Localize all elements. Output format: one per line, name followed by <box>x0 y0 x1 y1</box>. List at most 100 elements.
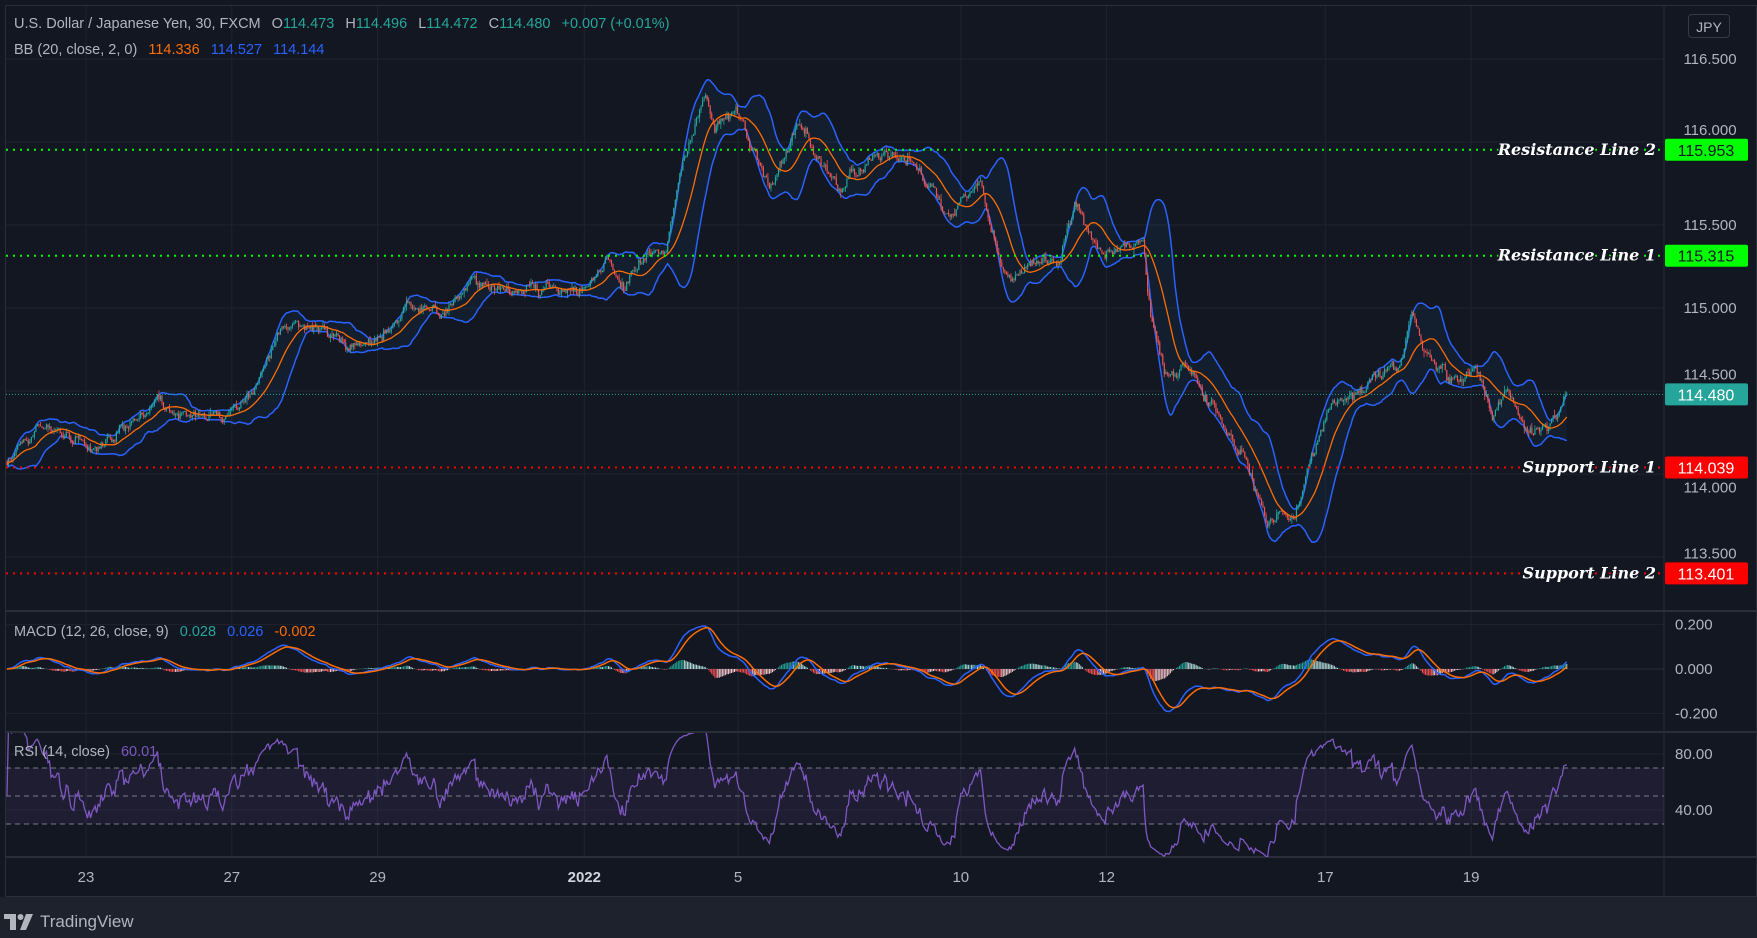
candle[interactable] <box>676 189 678 201</box>
candle[interactable] <box>884 148 886 157</box>
candle[interactable] <box>1491 410 1493 421</box>
candle[interactable] <box>1025 265 1027 270</box>
candle[interactable] <box>931 183 933 187</box>
candle[interactable] <box>1421 339 1424 352</box>
candle[interactable] <box>662 249 664 256</box>
candle[interactable] <box>311 322 313 332</box>
candle[interactable] <box>708 97 710 107</box>
candle[interactable] <box>914 163 916 166</box>
bb-basis-line[interactable] <box>6 113 1568 519</box>
candle[interactable] <box>831 173 833 182</box>
candle[interactable] <box>351 343 353 350</box>
candle[interactable] <box>1089 230 1091 233</box>
candle[interactable] <box>1061 244 1064 263</box>
candle[interactable] <box>1197 375 1199 384</box>
candle[interactable] <box>1216 408 1219 414</box>
candle[interactable] <box>357 341 359 347</box>
candle[interactable] <box>1355 392 1357 395</box>
candle[interactable] <box>1256 488 1258 496</box>
candle[interactable] <box>653 248 655 255</box>
candle[interactable] <box>1206 394 1208 406</box>
candle[interactable] <box>647 248 649 258</box>
candle[interactable] <box>670 221 672 235</box>
rsi-line[interactable] <box>6 726 1568 857</box>
candle[interactable] <box>370 339 373 347</box>
candle[interactable] <box>94 445 96 452</box>
candle[interactable] <box>418 307 420 314</box>
tradingview-logo[interactable]: TradingView <box>4 912 134 932</box>
candle[interactable] <box>276 332 278 342</box>
candle[interactable] <box>785 148 787 162</box>
candle[interactable] <box>15 447 17 457</box>
candle[interactable] <box>263 365 265 372</box>
candle[interactable] <box>1444 362 1446 371</box>
candle[interactable] <box>656 249 658 251</box>
candle[interactable] <box>1277 511 1279 520</box>
candle[interactable] <box>765 174 767 178</box>
candle[interactable] <box>1271 517 1273 523</box>
candle[interactable] <box>247 390 250 401</box>
candle[interactable] <box>680 169 682 177</box>
candle[interactable] <box>1499 398 1501 406</box>
candle[interactable] <box>1260 498 1263 506</box>
candle[interactable] <box>231 406 233 412</box>
candle[interactable] <box>1423 348 1425 358</box>
candle[interactable] <box>184 410 186 412</box>
candle[interactable] <box>1525 426 1527 432</box>
candle[interactable] <box>1137 239 1140 245</box>
candle[interactable] <box>808 131 810 139</box>
candle[interactable] <box>705 92 707 99</box>
candle[interactable] <box>331 330 333 338</box>
candle[interactable] <box>428 308 430 312</box>
candle[interactable] <box>144 414 146 419</box>
candle[interactable] <box>1438 365 1440 374</box>
candle[interactable] <box>1531 423 1533 435</box>
candle[interactable] <box>733 110 736 115</box>
candle[interactable] <box>495 288 497 292</box>
candle[interactable] <box>744 120 746 132</box>
candle[interactable] <box>756 148 758 161</box>
candle[interactable] <box>1288 515 1290 523</box>
candle[interactable] <box>146 412 148 417</box>
price-pane[interactable] <box>6 79 1568 544</box>
candle[interactable] <box>726 111 728 120</box>
candle[interactable] <box>408 301 411 305</box>
candle[interactable] <box>1379 368 1381 378</box>
candle[interactable] <box>970 190 973 194</box>
candle[interactable] <box>1160 352 1162 357</box>
candle[interactable] <box>1039 261 1041 267</box>
candle[interactable] <box>1279 510 1281 515</box>
candle[interactable] <box>1239 445 1241 456</box>
candle[interactable] <box>378 335 380 338</box>
candle[interactable] <box>1356 388 1358 395</box>
candle[interactable] <box>1431 354 1433 362</box>
candle[interactable] <box>853 168 856 178</box>
candle[interactable] <box>642 257 644 266</box>
candle[interactable] <box>129 419 131 431</box>
candle[interactable] <box>258 377 260 385</box>
candle[interactable] <box>1352 392 1354 403</box>
candle[interactable] <box>1402 354 1404 360</box>
candle[interactable] <box>41 425 43 428</box>
candle[interactable] <box>946 212 948 215</box>
candle[interactable] <box>1030 258 1032 267</box>
candle[interactable] <box>194 409 196 421</box>
candle[interactable] <box>1335 402 1337 406</box>
candle[interactable] <box>117 431 119 434</box>
candle[interactable] <box>709 104 711 119</box>
level-price-tag[interactable] <box>1665 456 1748 479</box>
candle[interactable] <box>743 119 745 122</box>
candle[interactable] <box>252 389 254 395</box>
candle[interactable] <box>293 320 295 325</box>
candle[interactable] <box>1540 427 1542 436</box>
candle[interactable] <box>780 159 783 168</box>
candle[interactable] <box>1339 397 1342 401</box>
candle[interactable] <box>132 417 134 423</box>
candle[interactable] <box>89 443 92 453</box>
candle[interactable] <box>302 324 304 328</box>
candle[interactable] <box>342 336 344 344</box>
candle[interactable] <box>407 298 409 304</box>
candle[interactable] <box>735 104 737 116</box>
candle[interactable] <box>1560 406 1562 413</box>
candle[interactable] <box>917 169 919 175</box>
